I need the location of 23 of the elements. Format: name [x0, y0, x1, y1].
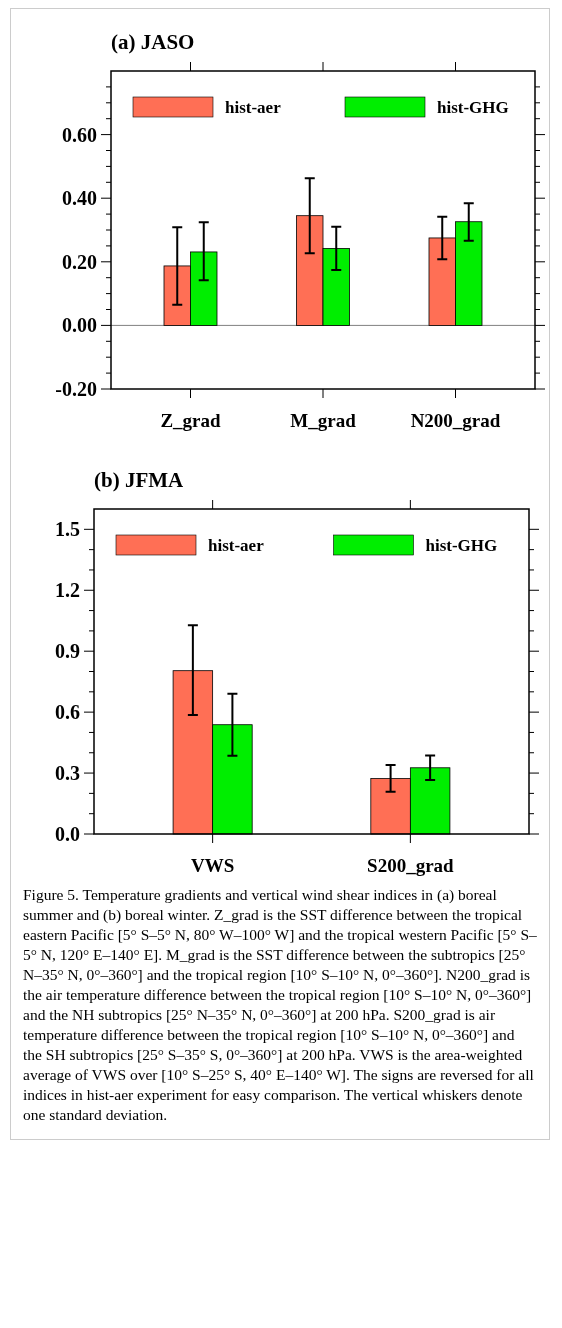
- legend-label: hist-GHG: [437, 98, 509, 117]
- y-tick-label: -0.20: [55, 378, 97, 400]
- y-tick-label: 0.3: [55, 762, 80, 785]
- legend-label: hist-aer: [208, 536, 265, 555]
- x-tick-label: N200_grad: [410, 410, 501, 431]
- y-tick-label: 0.60: [62, 123, 97, 146]
- y-tick-label: 0.9: [55, 640, 80, 663]
- y-tick-label: 0.40: [62, 187, 97, 210]
- x-tick-label: VWS: [190, 855, 235, 876]
- legend-label: hist-GHG: [425, 536, 498, 555]
- chart-title: (b) JFMA: [94, 468, 185, 492]
- x-tick-label: Z_grad: [160, 410, 222, 431]
- x-tick-label: S200_grad: [367, 855, 455, 876]
- y-tick-label: 0.20: [62, 250, 97, 273]
- y-tick-label: 1.5: [55, 518, 80, 541]
- y-tick-label: 0.0: [55, 823, 80, 845]
- text: Figure 5. Temperature gradients and vertical wind shear indices in (a) boreal summer and (b) boreal winter. Z_grad is the SST difference between the tropical eastern Pacific [5° S–5° N, 80° W–100° W] and the tropical western Pacific [5° S–5° N, 120° E–140° E]. M_grad is the SST difference between the subtropics [25° N–35° N, 0°–360°] and the tropical region [10° S–10° N, 0°–360°]. N200_grad is the air temperature difference between the tropical region [10° S–10° N, 0°–360°] and the NH subtropics [25° N–35° N, 0°–360°] at 200 hPa. S200_grad is air temperature difference between the tropical region [10° S–10° N, 0°–360°] and the SH subtropics [25° S–35° S, 0°–360°] at 200 hPa. VWS is the area-weighted average of VWS over [10° S–25° S, 40° E–140° W]. The signs are reversed for all indices in hist-aer experiment for easy comparison. The vertical whiskers denote one standard deviation.: [23, 886, 537, 1123]
- x-tick-label: M_grad: [290, 410, 357, 431]
- y-tick-label: 0.00: [62, 314, 97, 337]
- y-tick-label: 1.2: [55, 579, 80, 602]
- legend-label: hist-aer: [225, 98, 282, 117]
- chart-title: (a) JASO: [111, 30, 195, 54]
- y-tick-label: 0.6: [55, 701, 80, 724]
